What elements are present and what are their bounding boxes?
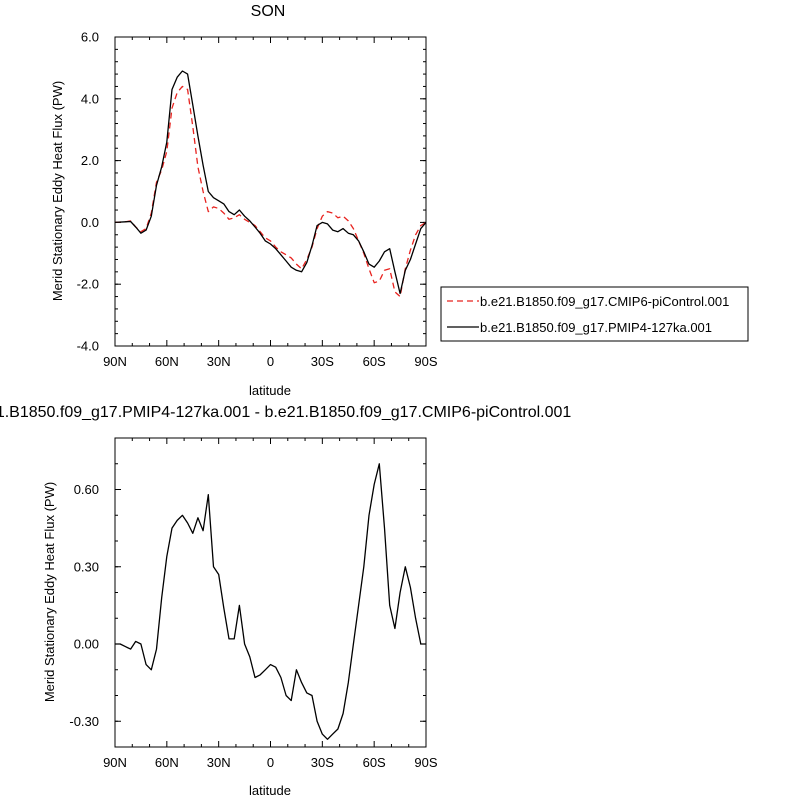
- x-axis-label: latitude: [249, 783, 291, 798]
- series-line-2: [114, 70, 427, 295]
- y-tick-label: 6.0: [81, 30, 99, 45]
- x-tick-label: 30S: [311, 755, 334, 770]
- x-tick-label: 60S: [363, 354, 386, 369]
- chart-panel-bottom: b.e21.B1850.f09_g17.PMIP4-127ka.001 - b.…: [0, 404, 571, 798]
- series-line-1: [115, 463, 426, 740]
- y-tick-label: -0.30: [69, 714, 99, 729]
- chart-title: SON: [251, 3, 286, 20]
- axis-ticks: 90N 60N 30N 0 30S 60S 90S -0.30 0.00 0.30 0.60: [69, 437, 438, 770]
- plot-frame: [114, 36, 427, 347]
- y-tick-label: 2.0: [81, 153, 99, 168]
- x-tick-label: 60S: [363, 755, 386, 770]
- x-tick-label: 30N: [207, 755, 231, 770]
- y-axis-label: Merid Stationary Eddy Heat Flux (PW): [50, 81, 65, 301]
- legend-label-series-2: b.e21.B1850.f09_g17.PMIP4-127ka.001: [480, 320, 712, 335]
- plot-frame: [114, 437, 427, 748]
- x-tick-label: 90N: [103, 354, 127, 369]
- legend-box: [440, 286, 749, 342]
- axis-ticks: 90N 60N 30N 0 30S 60S 90S -4.0 -2.0 0.0 2.0 4.0 6.0: [77, 30, 438, 370]
- chart-panel-top: SON 90N 60N 30N 0 30S 60S 90S -4.0 -2.0 0.0 2.0 4.0…: [50, 3, 749, 398]
- y-tick-label: 0.0: [81, 215, 99, 230]
- series-group: [114, 70, 427, 298]
- y-tick-label: -4.0: [77, 339, 99, 354]
- series-group: [115, 463, 426, 740]
- y-tick-label: 0.30: [74, 559, 99, 574]
- x-tick-label: 0: [267, 755, 274, 770]
- chart-title: b.e21.B1850.f09_g17.PMIP4-127ka.001 - b.…: [0, 404, 571, 421]
- x-tick-label: 90S: [414, 755, 437, 770]
- x-axis-label: latitude: [249, 383, 291, 398]
- y-tick-label: 0.00: [74, 637, 99, 652]
- y-tick-label: 0.60: [74, 482, 99, 497]
- x-tick-label: 30N: [207, 354, 231, 369]
- y-tick-label: 4.0: [81, 91, 99, 106]
- y-tick-label: -2.0: [77, 277, 99, 292]
- x-tick-label: 90S: [414, 354, 437, 369]
- x-tick-label: 90N: [103, 755, 127, 770]
- legend-label-series-1: b.e21.B1850.f09_g17.CMIP6-piControl.001: [480, 294, 729, 309]
- x-tick-label: 60N: [155, 354, 179, 369]
- series-line-1: [114, 85, 427, 298]
- legend: b.e21.B1850.f09_g17.CMIP6-piControl.001 …: [440, 286, 749, 342]
- x-tick-label: 0: [267, 354, 274, 369]
- y-axis-label: Merid Stationary Eddy Heat Flux (PW): [42, 482, 57, 702]
- x-tick-label: 60N: [155, 755, 179, 770]
- x-tick-label: 30S: [311, 354, 334, 369]
